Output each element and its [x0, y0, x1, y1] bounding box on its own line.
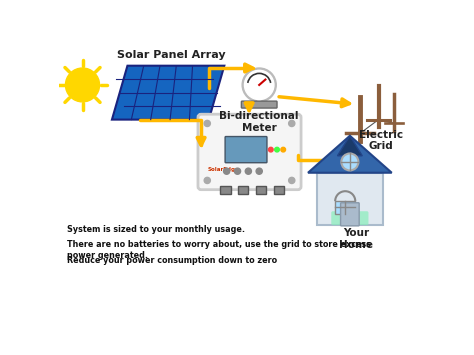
Circle shape — [204, 120, 210, 126]
FancyBboxPatch shape — [241, 101, 277, 108]
Polygon shape — [337, 136, 362, 156]
Polygon shape — [308, 136, 392, 173]
FancyBboxPatch shape — [317, 173, 383, 225]
Circle shape — [289, 178, 295, 184]
Circle shape — [245, 168, 251, 174]
Polygon shape — [112, 66, 224, 120]
FancyBboxPatch shape — [225, 137, 267, 163]
FancyBboxPatch shape — [331, 211, 368, 225]
Text: SolarEdge: SolarEdge — [207, 167, 239, 172]
Circle shape — [235, 168, 241, 174]
Circle shape — [268, 147, 273, 152]
FancyBboxPatch shape — [198, 114, 301, 190]
FancyBboxPatch shape — [274, 186, 284, 193]
Circle shape — [245, 70, 274, 100]
Circle shape — [341, 153, 358, 170]
Circle shape — [256, 168, 262, 174]
Text: Bi-directional
Meter: Bi-directional Meter — [219, 111, 299, 133]
FancyBboxPatch shape — [335, 201, 356, 214]
FancyBboxPatch shape — [256, 186, 266, 193]
Text: Your
Home: Your Home — [339, 228, 373, 250]
Circle shape — [204, 178, 210, 184]
Circle shape — [242, 68, 276, 102]
Text: There are no batteries to worry about, use the grid to store excess
power genera: There are no batteries to worry about, u… — [67, 240, 371, 260]
Text: Reduce your power consumption down to zero: Reduce your power consumption down to ze… — [67, 256, 277, 265]
Text: Electric
Grid: Electric Grid — [359, 130, 403, 151]
Circle shape — [224, 168, 230, 174]
Text: System is sized to your monthly usage.: System is sized to your monthly usage. — [67, 225, 245, 234]
Circle shape — [275, 147, 279, 152]
Circle shape — [281, 147, 285, 152]
Circle shape — [65, 68, 100, 102]
FancyBboxPatch shape — [341, 203, 359, 226]
Circle shape — [289, 120, 295, 126]
FancyBboxPatch shape — [220, 186, 230, 193]
Text: Solar Panel Array: Solar Panel Array — [117, 50, 226, 60]
FancyBboxPatch shape — [238, 186, 248, 193]
